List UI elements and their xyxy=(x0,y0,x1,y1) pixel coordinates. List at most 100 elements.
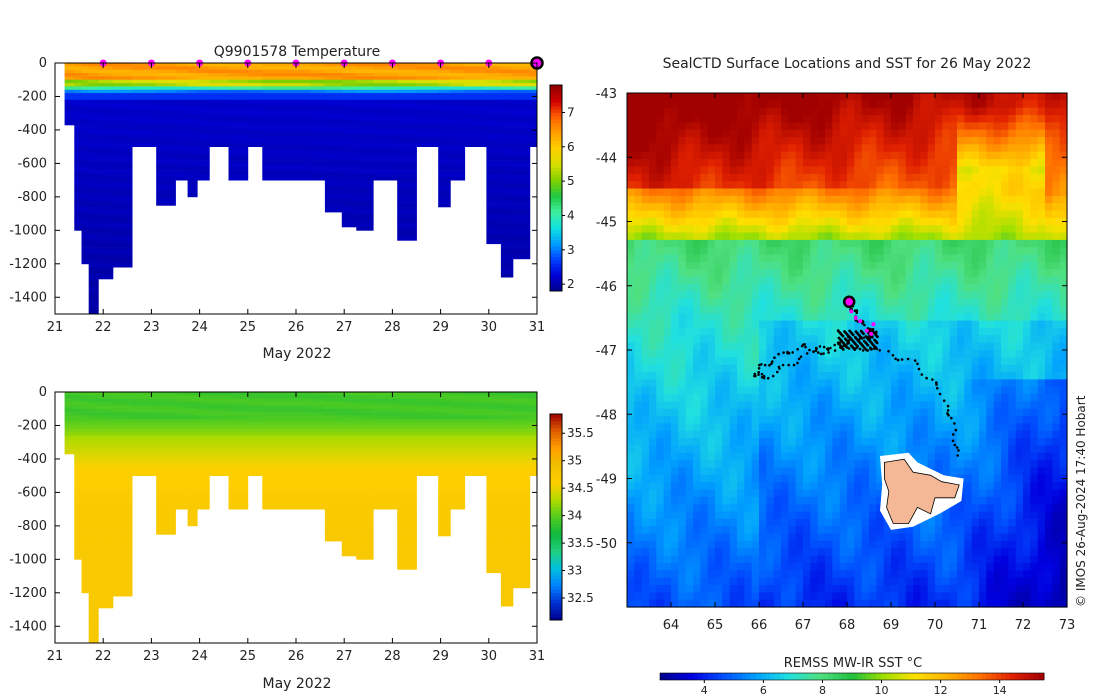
section-cell xyxy=(438,160,451,164)
sst-cell xyxy=(641,137,650,145)
sst-cell xyxy=(700,217,709,226)
sst-cell xyxy=(737,247,745,256)
sst-cell xyxy=(803,254,811,263)
sst-cell xyxy=(722,210,731,219)
section-cell xyxy=(310,96,326,101)
section-cell xyxy=(450,140,466,144)
sst-cell xyxy=(942,261,951,270)
sst-cell xyxy=(649,261,657,270)
section-cell xyxy=(356,76,374,81)
sst-cell xyxy=(993,181,1002,189)
section-cell xyxy=(88,180,99,184)
sst-cell xyxy=(700,129,709,138)
sst-cell xyxy=(627,276,635,285)
sst-cell xyxy=(1030,144,1039,153)
section-cell xyxy=(438,519,451,523)
section-cell xyxy=(450,402,466,406)
section-cell xyxy=(112,89,133,94)
sst-cell xyxy=(656,188,665,197)
section-cell xyxy=(397,462,417,466)
section-cell xyxy=(486,96,502,101)
sst-cell xyxy=(641,129,650,138)
section-cell xyxy=(132,93,157,97)
sst-cell xyxy=(693,225,701,234)
sst-cell xyxy=(737,173,745,182)
section-cell xyxy=(81,509,90,513)
section-cell xyxy=(438,489,451,493)
section-cell xyxy=(88,186,99,191)
section-cell xyxy=(500,582,514,587)
section-cell xyxy=(500,166,514,171)
section-cell xyxy=(512,73,531,77)
section-cell xyxy=(88,150,99,154)
sst-cell xyxy=(795,210,804,219)
section-cell xyxy=(529,469,538,473)
section-cell xyxy=(88,525,99,530)
section-cell xyxy=(74,408,82,413)
section-cell xyxy=(98,83,114,87)
sst-cell xyxy=(678,173,687,182)
section-cell xyxy=(438,109,451,114)
sst-cell xyxy=(722,203,731,211)
sst-cell xyxy=(707,335,716,344)
sst-cell xyxy=(927,298,936,307)
section-cell xyxy=(247,458,263,463)
x-tick-label: 25 xyxy=(240,649,257,664)
section-cell xyxy=(500,462,514,466)
sst-cell xyxy=(898,232,907,241)
section-cell xyxy=(74,76,82,81)
section-cell xyxy=(512,146,531,151)
section-cell xyxy=(450,455,466,460)
sst-cell xyxy=(942,313,951,322)
sst-cell xyxy=(854,93,863,101)
section-cell xyxy=(500,213,514,218)
sst-cell xyxy=(1052,298,1061,307)
sst-cell xyxy=(986,107,995,116)
section-cell xyxy=(438,405,451,410)
section-cell xyxy=(74,462,82,466)
section-cell xyxy=(187,153,198,158)
section-cell xyxy=(512,455,531,460)
section-cell xyxy=(310,502,326,507)
section-cell xyxy=(81,173,90,178)
sst-cell xyxy=(861,217,870,226)
sst-cell xyxy=(759,232,767,241)
section-cell xyxy=(324,76,343,81)
sst-cell xyxy=(979,203,987,211)
section-cell xyxy=(74,99,82,104)
sst-cell xyxy=(627,173,635,182)
colorbar-segment xyxy=(550,472,562,477)
sst-cell xyxy=(656,115,665,123)
section-cell xyxy=(324,415,343,420)
section-cell xyxy=(187,119,198,124)
section-cell xyxy=(228,93,249,97)
section-cell xyxy=(512,257,531,260)
sst-cell xyxy=(1030,203,1039,211)
sst-cell xyxy=(729,261,738,270)
sst-cell xyxy=(685,93,694,101)
y-tick-label: -600 xyxy=(17,485,47,500)
section-cell xyxy=(98,532,114,537)
sst-cell xyxy=(927,122,936,131)
sst-cell xyxy=(993,115,1002,123)
sst-cell xyxy=(971,276,980,285)
section-cell xyxy=(438,415,451,420)
sst-cell xyxy=(737,269,745,278)
sst-cell xyxy=(766,93,775,101)
sst-cell xyxy=(707,350,716,358)
sst-cell xyxy=(671,247,679,256)
sst-cell xyxy=(979,166,987,175)
sst-cell xyxy=(935,342,943,351)
sst-cell xyxy=(993,254,1002,263)
sst-cell xyxy=(1015,203,1024,211)
section-cell xyxy=(98,170,114,174)
section-cell xyxy=(512,240,531,245)
section-cell xyxy=(356,408,374,413)
section-cell xyxy=(187,176,198,181)
section-cell xyxy=(187,485,198,490)
sst-cell xyxy=(1037,254,1046,263)
sst-cell xyxy=(781,364,789,373)
section-cell xyxy=(175,442,188,446)
section-cell xyxy=(247,425,263,430)
sst-cell xyxy=(751,151,760,160)
